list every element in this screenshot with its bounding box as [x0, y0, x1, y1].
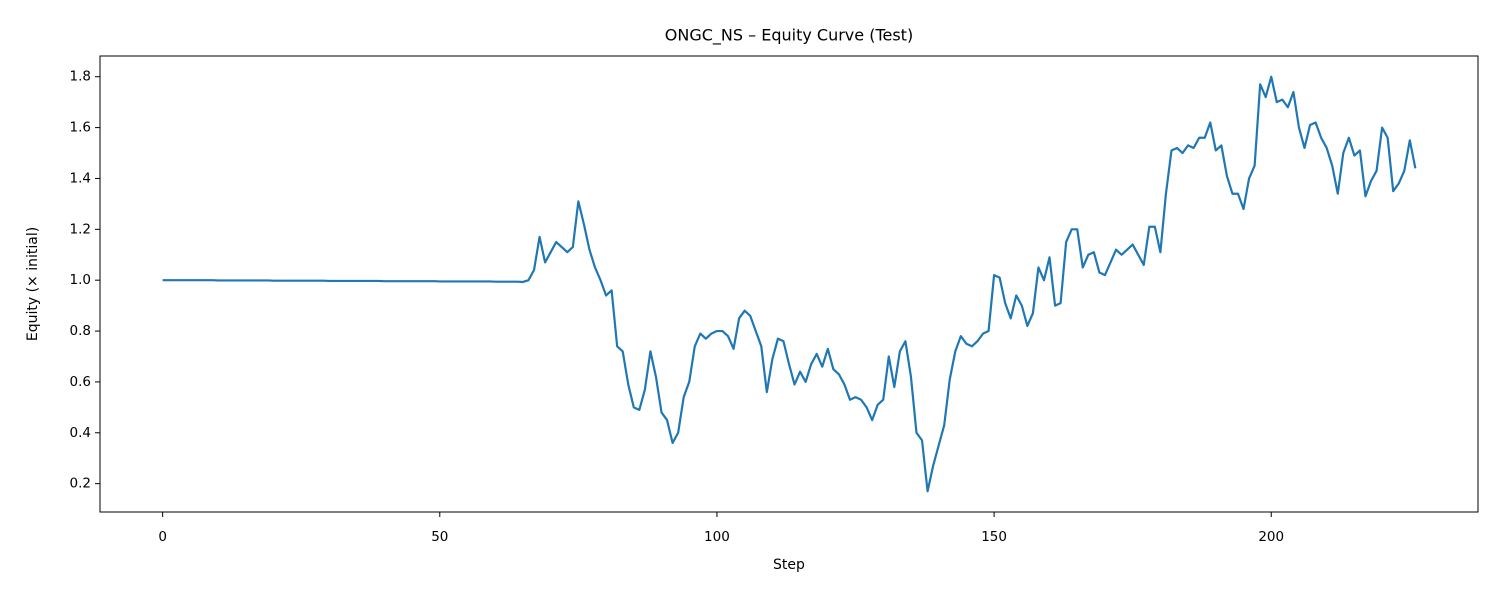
- x-tick-label: 100: [704, 529, 730, 545]
- y-tick-label: 0.8: [70, 323, 91, 339]
- y-tick-label: 0.4: [70, 425, 91, 441]
- y-tick-label: 1.0: [70, 272, 91, 288]
- equity-line: [162, 75, 1417, 493]
- y-tick-label: 1.4: [70, 170, 91, 186]
- x-tick-label: 0: [158, 529, 167, 545]
- x-tick-label: 150: [981, 529, 1007, 545]
- x-axis-label: Step: [773, 557, 805, 573]
- x-tick-label: 50: [431, 529, 448, 545]
- y-axis-label: Equity (× initial): [25, 227, 41, 341]
- y-tick-label: 1.2: [70, 221, 91, 237]
- chart-title: ONGC_NS – Equity Curve (Test): [665, 26, 913, 46]
- x-tick-label: 200: [1258, 529, 1284, 545]
- plot-frame: [99, 55, 1479, 513]
- y-tick-label: 0.2: [70, 476, 91, 492]
- y-tick-label: 0.6: [70, 374, 91, 390]
- y-tick-label: 1.8: [70, 69, 91, 85]
- y-tick-label: 1.6: [70, 120, 91, 136]
